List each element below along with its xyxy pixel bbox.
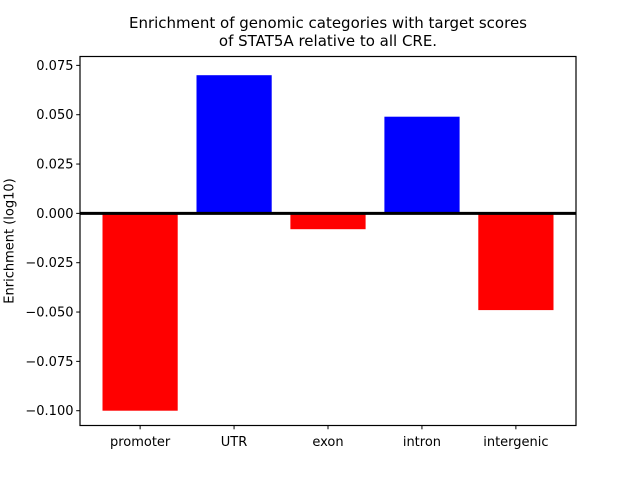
chart-title-line2: of STAT5A relative to all CRE.: [218, 32, 438, 50]
bar-exon: [290, 213, 366, 230]
bar-promoter: [102, 213, 178, 411]
y-tick-label: 0.025: [36, 158, 73, 173]
x-tick-label-promoter: promoter: [110, 435, 171, 450]
y-tick-label: 0.050: [36, 108, 73, 123]
bar-UTR: [196, 75, 272, 214]
y-tick-label: −0.050: [25, 306, 73, 321]
y-tick-label: 0.000: [36, 207, 73, 222]
y-tick-label: −0.025: [25, 256, 73, 271]
x-tick-label-exon: exon: [312, 435, 343, 450]
chart-title: Enrichment of genomic categories with ta…: [80, 14, 576, 50]
bar-intergenic: [478, 213, 554, 311]
y-tick-label: −0.075: [25, 355, 73, 370]
chart-title-line1: Enrichment of genomic categories with ta…: [128, 14, 527, 32]
x-tick-label-intron: intron: [403, 435, 441, 450]
y-tick-label: −0.100: [25, 404, 73, 419]
y-tick-label: 0.075: [36, 59, 73, 74]
x-tick-label-intergenic: intergenic: [483, 435, 548, 450]
bar-intron: [384, 116, 460, 214]
x-tick-label-UTR: UTR: [221, 435, 248, 450]
